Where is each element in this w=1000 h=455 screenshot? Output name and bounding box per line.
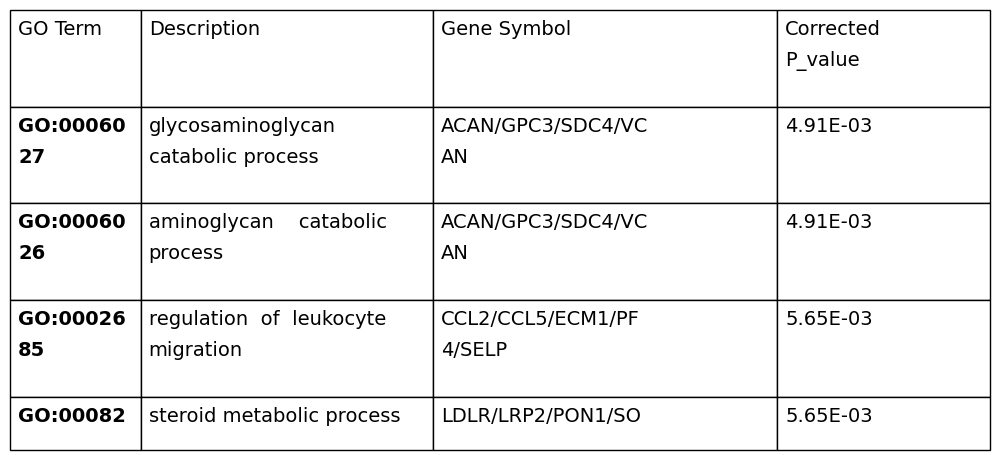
Text: ACAN/GPC3/SDC4/VC
AN: ACAN/GPC3/SDC4/VC AN bbox=[441, 116, 648, 167]
Bar bbox=[141, 107, 433, 203]
Text: GO Term: GO Term bbox=[18, 20, 102, 39]
Text: ACAN/GPC3/SDC4/VC
AN: ACAN/GPC3/SDC4/VC AN bbox=[441, 213, 648, 263]
Text: GO:00026
85: GO:00026 85 bbox=[18, 310, 126, 360]
Bar bbox=[10, 397, 141, 450]
Bar bbox=[141, 300, 433, 397]
Text: 5.65E-03: 5.65E-03 bbox=[785, 407, 873, 426]
Bar bbox=[777, 300, 990, 397]
Bar bbox=[10, 300, 141, 397]
Bar bbox=[777, 397, 990, 450]
Bar bbox=[141, 10, 433, 107]
Text: glycosaminoglycan
catabolic process: glycosaminoglycan catabolic process bbox=[149, 116, 336, 167]
Text: 4.91E-03: 4.91E-03 bbox=[785, 116, 873, 136]
Bar bbox=[777, 203, 990, 300]
Bar bbox=[10, 10, 141, 107]
Bar bbox=[433, 10, 777, 107]
Bar bbox=[777, 10, 990, 107]
Bar bbox=[433, 107, 777, 203]
Bar bbox=[10, 107, 141, 203]
Bar bbox=[141, 397, 433, 450]
Text: steroid metabolic process: steroid metabolic process bbox=[149, 407, 400, 426]
Text: CCL2/CCL5/ECM1/PF
4/SELP: CCL2/CCL5/ECM1/PF 4/SELP bbox=[441, 310, 640, 360]
Bar bbox=[10, 203, 141, 300]
Text: GO:00060
27: GO:00060 27 bbox=[18, 116, 126, 167]
Bar bbox=[433, 300, 777, 397]
Text: aminoglycan    catabolic
process: aminoglycan catabolic process bbox=[149, 213, 387, 263]
Text: 4.91E-03: 4.91E-03 bbox=[785, 213, 873, 233]
Bar bbox=[141, 203, 433, 300]
Text: GO:00082: GO:00082 bbox=[18, 407, 126, 426]
Bar bbox=[433, 397, 777, 450]
Text: LDLR/LRP2/PON1/SO: LDLR/LRP2/PON1/SO bbox=[441, 407, 641, 426]
Bar bbox=[777, 107, 990, 203]
Text: Description: Description bbox=[149, 20, 260, 39]
Text: GO:00060
26: GO:00060 26 bbox=[18, 213, 126, 263]
Text: Corrected
P_value: Corrected P_value bbox=[785, 20, 881, 71]
Bar bbox=[433, 203, 777, 300]
Text: regulation  of  leukocyte
migration: regulation of leukocyte migration bbox=[149, 310, 386, 360]
Text: 5.65E-03: 5.65E-03 bbox=[785, 310, 873, 329]
Text: Gene Symbol: Gene Symbol bbox=[441, 20, 571, 39]
